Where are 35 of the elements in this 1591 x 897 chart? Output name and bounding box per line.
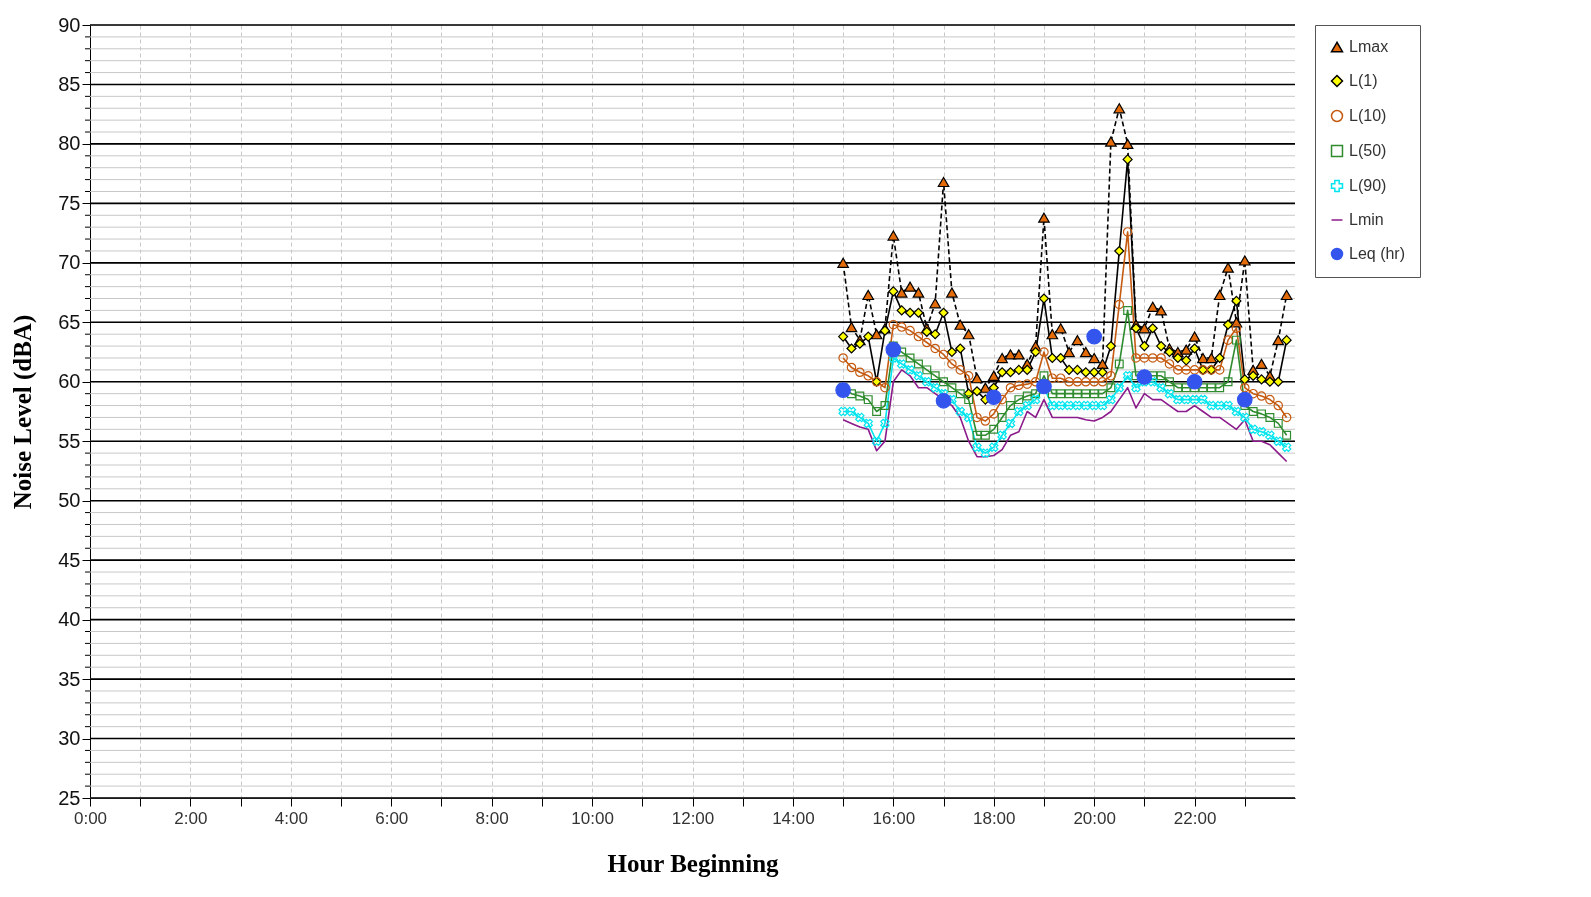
x-tick-label: 12:00 bbox=[671, 808, 715, 828]
x-tick-label: 6:00 bbox=[375, 808, 409, 828]
y-tick-label: 90 bbox=[58, 13, 81, 36]
x-tick-label: 2:00 bbox=[174, 808, 208, 828]
legend-label: L(50) bbox=[1349, 142, 1387, 159]
y-tick-label: 65 bbox=[58, 310, 81, 333]
y-tick-label: 75 bbox=[58, 191, 81, 214]
y-axis-title: Noise Level (dBA) bbox=[9, 314, 38, 510]
y-tick-label: 50 bbox=[58, 489, 81, 512]
x-tick-label: 10:00 bbox=[571, 808, 614, 828]
x-tick-label: 8:00 bbox=[475, 808, 509, 828]
legend-label: L(1) bbox=[1349, 72, 1378, 89]
y-tick-label: 35 bbox=[58, 667, 81, 690]
legend-label: Lmin bbox=[1349, 211, 1384, 228]
legend-label: Leq (hr) bbox=[1349, 245, 1406, 262]
x-tick-label: 14:00 bbox=[772, 808, 815, 828]
y-tick-label: 80 bbox=[58, 132, 81, 155]
legend-label: Lmax bbox=[1349, 38, 1389, 55]
y-tick-label: 30 bbox=[58, 727, 81, 750]
y-tick-label: 25 bbox=[58, 786, 81, 809]
y-tick-label: 70 bbox=[58, 251, 81, 274]
y-tick-label: 40 bbox=[58, 608, 81, 631]
x-axis-title: Hour Beginning bbox=[607, 849, 780, 877]
x-tick-label: 18:00 bbox=[972, 808, 1016, 828]
legend-label: L(90) bbox=[1349, 177, 1387, 194]
y-tick-label: 60 bbox=[58, 370, 81, 393]
x-tick-label: 16:00 bbox=[872, 808, 916, 828]
x-tick-label: 4:00 bbox=[274, 808, 308, 828]
y-tick-label: 45 bbox=[58, 548, 81, 571]
x-tick-label: 20:00 bbox=[1073, 808, 1116, 828]
y-tick-label: 85 bbox=[58, 72, 81, 95]
legend-label: L(10) bbox=[1349, 107, 1387, 124]
y-tick-label: 55 bbox=[58, 429, 81, 452]
x-tick-label: 22:00 bbox=[1173, 808, 1217, 828]
x-tick-label: 0:00 bbox=[73, 808, 108, 828]
